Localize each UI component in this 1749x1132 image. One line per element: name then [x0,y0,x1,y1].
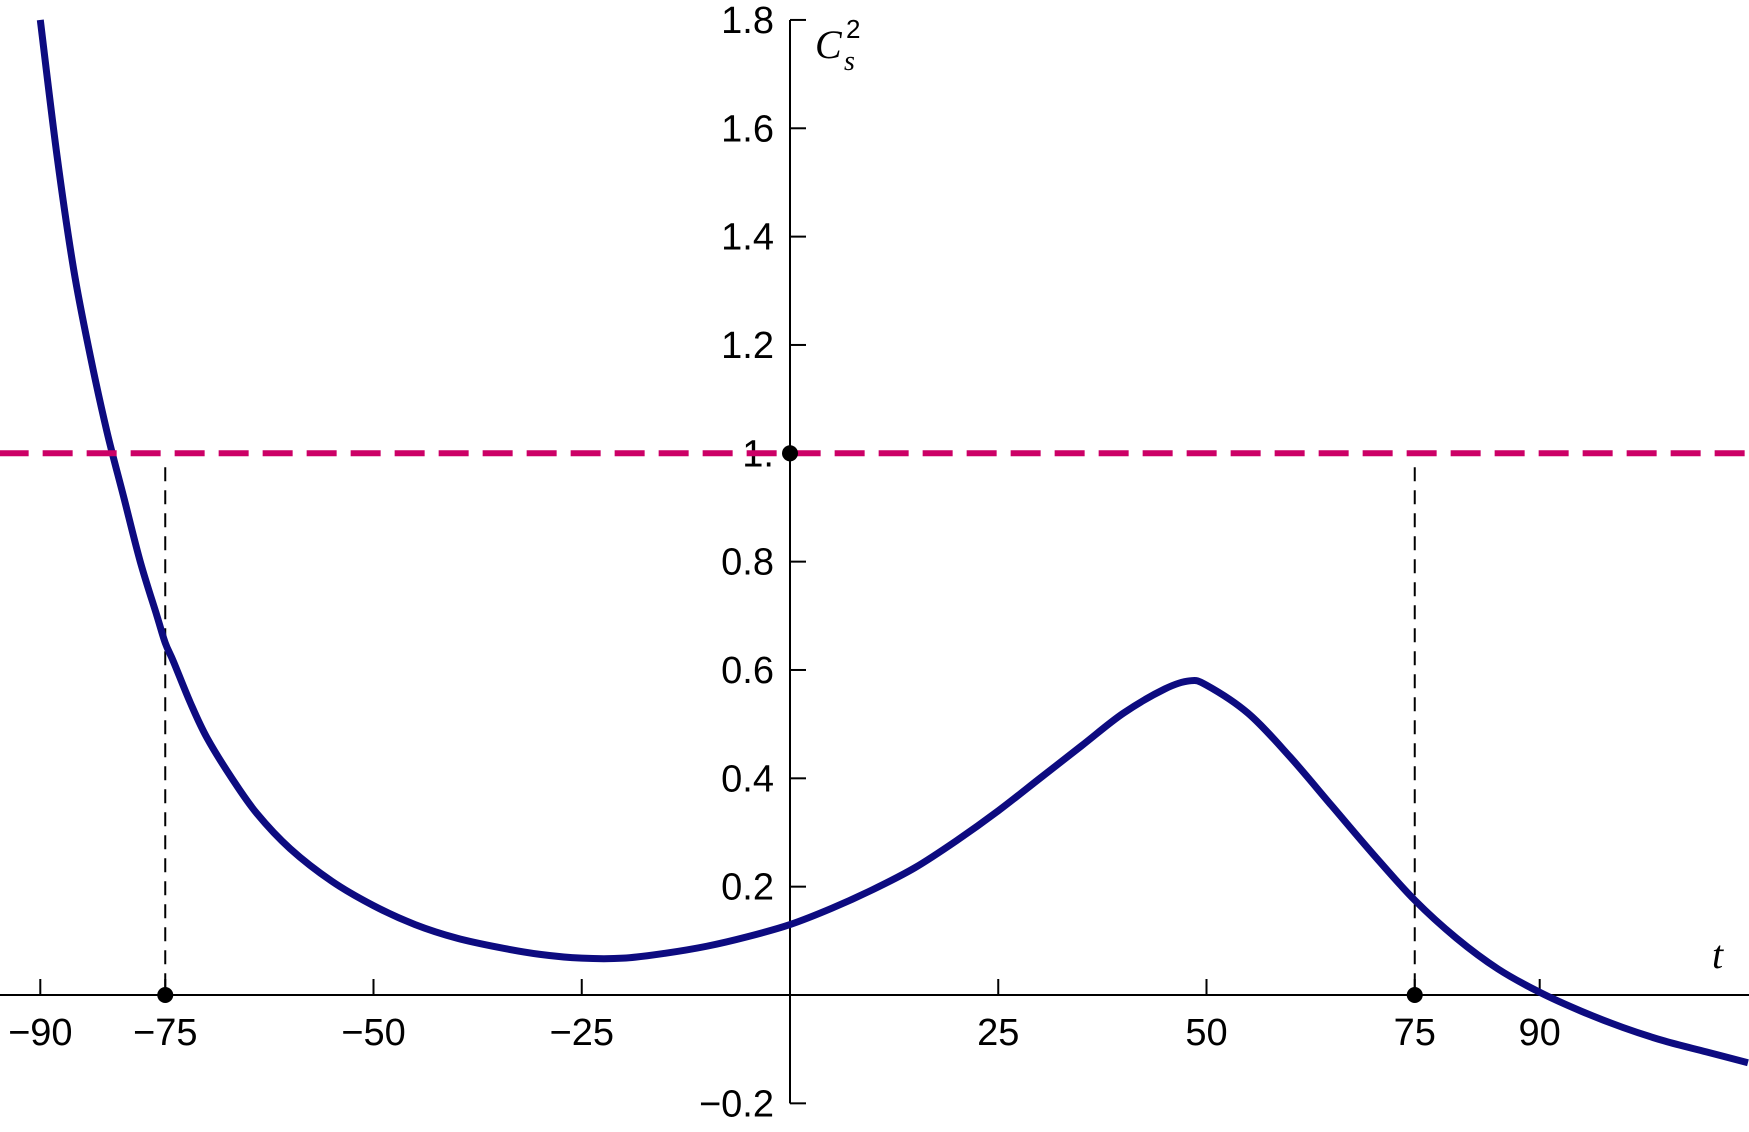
y-tick-label: 0.8 [721,542,774,584]
y-tick-label: 0.2 [721,867,774,909]
data-point [782,445,798,462]
guide-lines [164,467,1416,995]
data-point [157,987,174,1003]
x-tick-label: −75 [133,1012,197,1054]
y-ticks: −0.20.20.40.60.81.1.21.41.61.8 [699,0,806,1125]
y-tick-label: 1.6 [721,108,774,150]
x-tick-label: −25 [550,1012,614,1054]
y-tick-label: 1.8 [721,0,774,42]
series-line [36,19,1749,1067]
x-axis-title: t [1712,932,1724,977]
y-tick-label: 0.6 [721,650,774,692]
x-tick-label: 25 [977,1012,1019,1054]
y-tick-label: 0.4 [721,758,774,800]
x-tick-label: 90 [1519,1012,1561,1054]
y-axis-title-subscript: s [844,46,855,77]
x-tick-label: −90 [8,1012,72,1054]
x-tick-label: 50 [1185,1012,1227,1054]
x-ticks: −90 −75 −50 −25 25 50 75 90 [8,979,1561,1054]
x-tick-label: −50 [341,1012,405,1054]
series-layer [0,19,1749,1067]
y-axis-title-superscript: 2 [846,14,860,44]
points-layer [157,445,1423,1003]
y-tick-label: 1.2 [721,325,774,367]
y-axis-title-base: C [815,22,843,67]
data-point [1406,987,1423,1003]
y-axis-title: C [815,22,843,67]
x-tick-label: 75 [1394,1012,1436,1054]
y-tick-label: −0.2 [699,1083,774,1125]
y-tick-label: 1.4 [721,217,774,259]
axes [0,19,1749,1104]
